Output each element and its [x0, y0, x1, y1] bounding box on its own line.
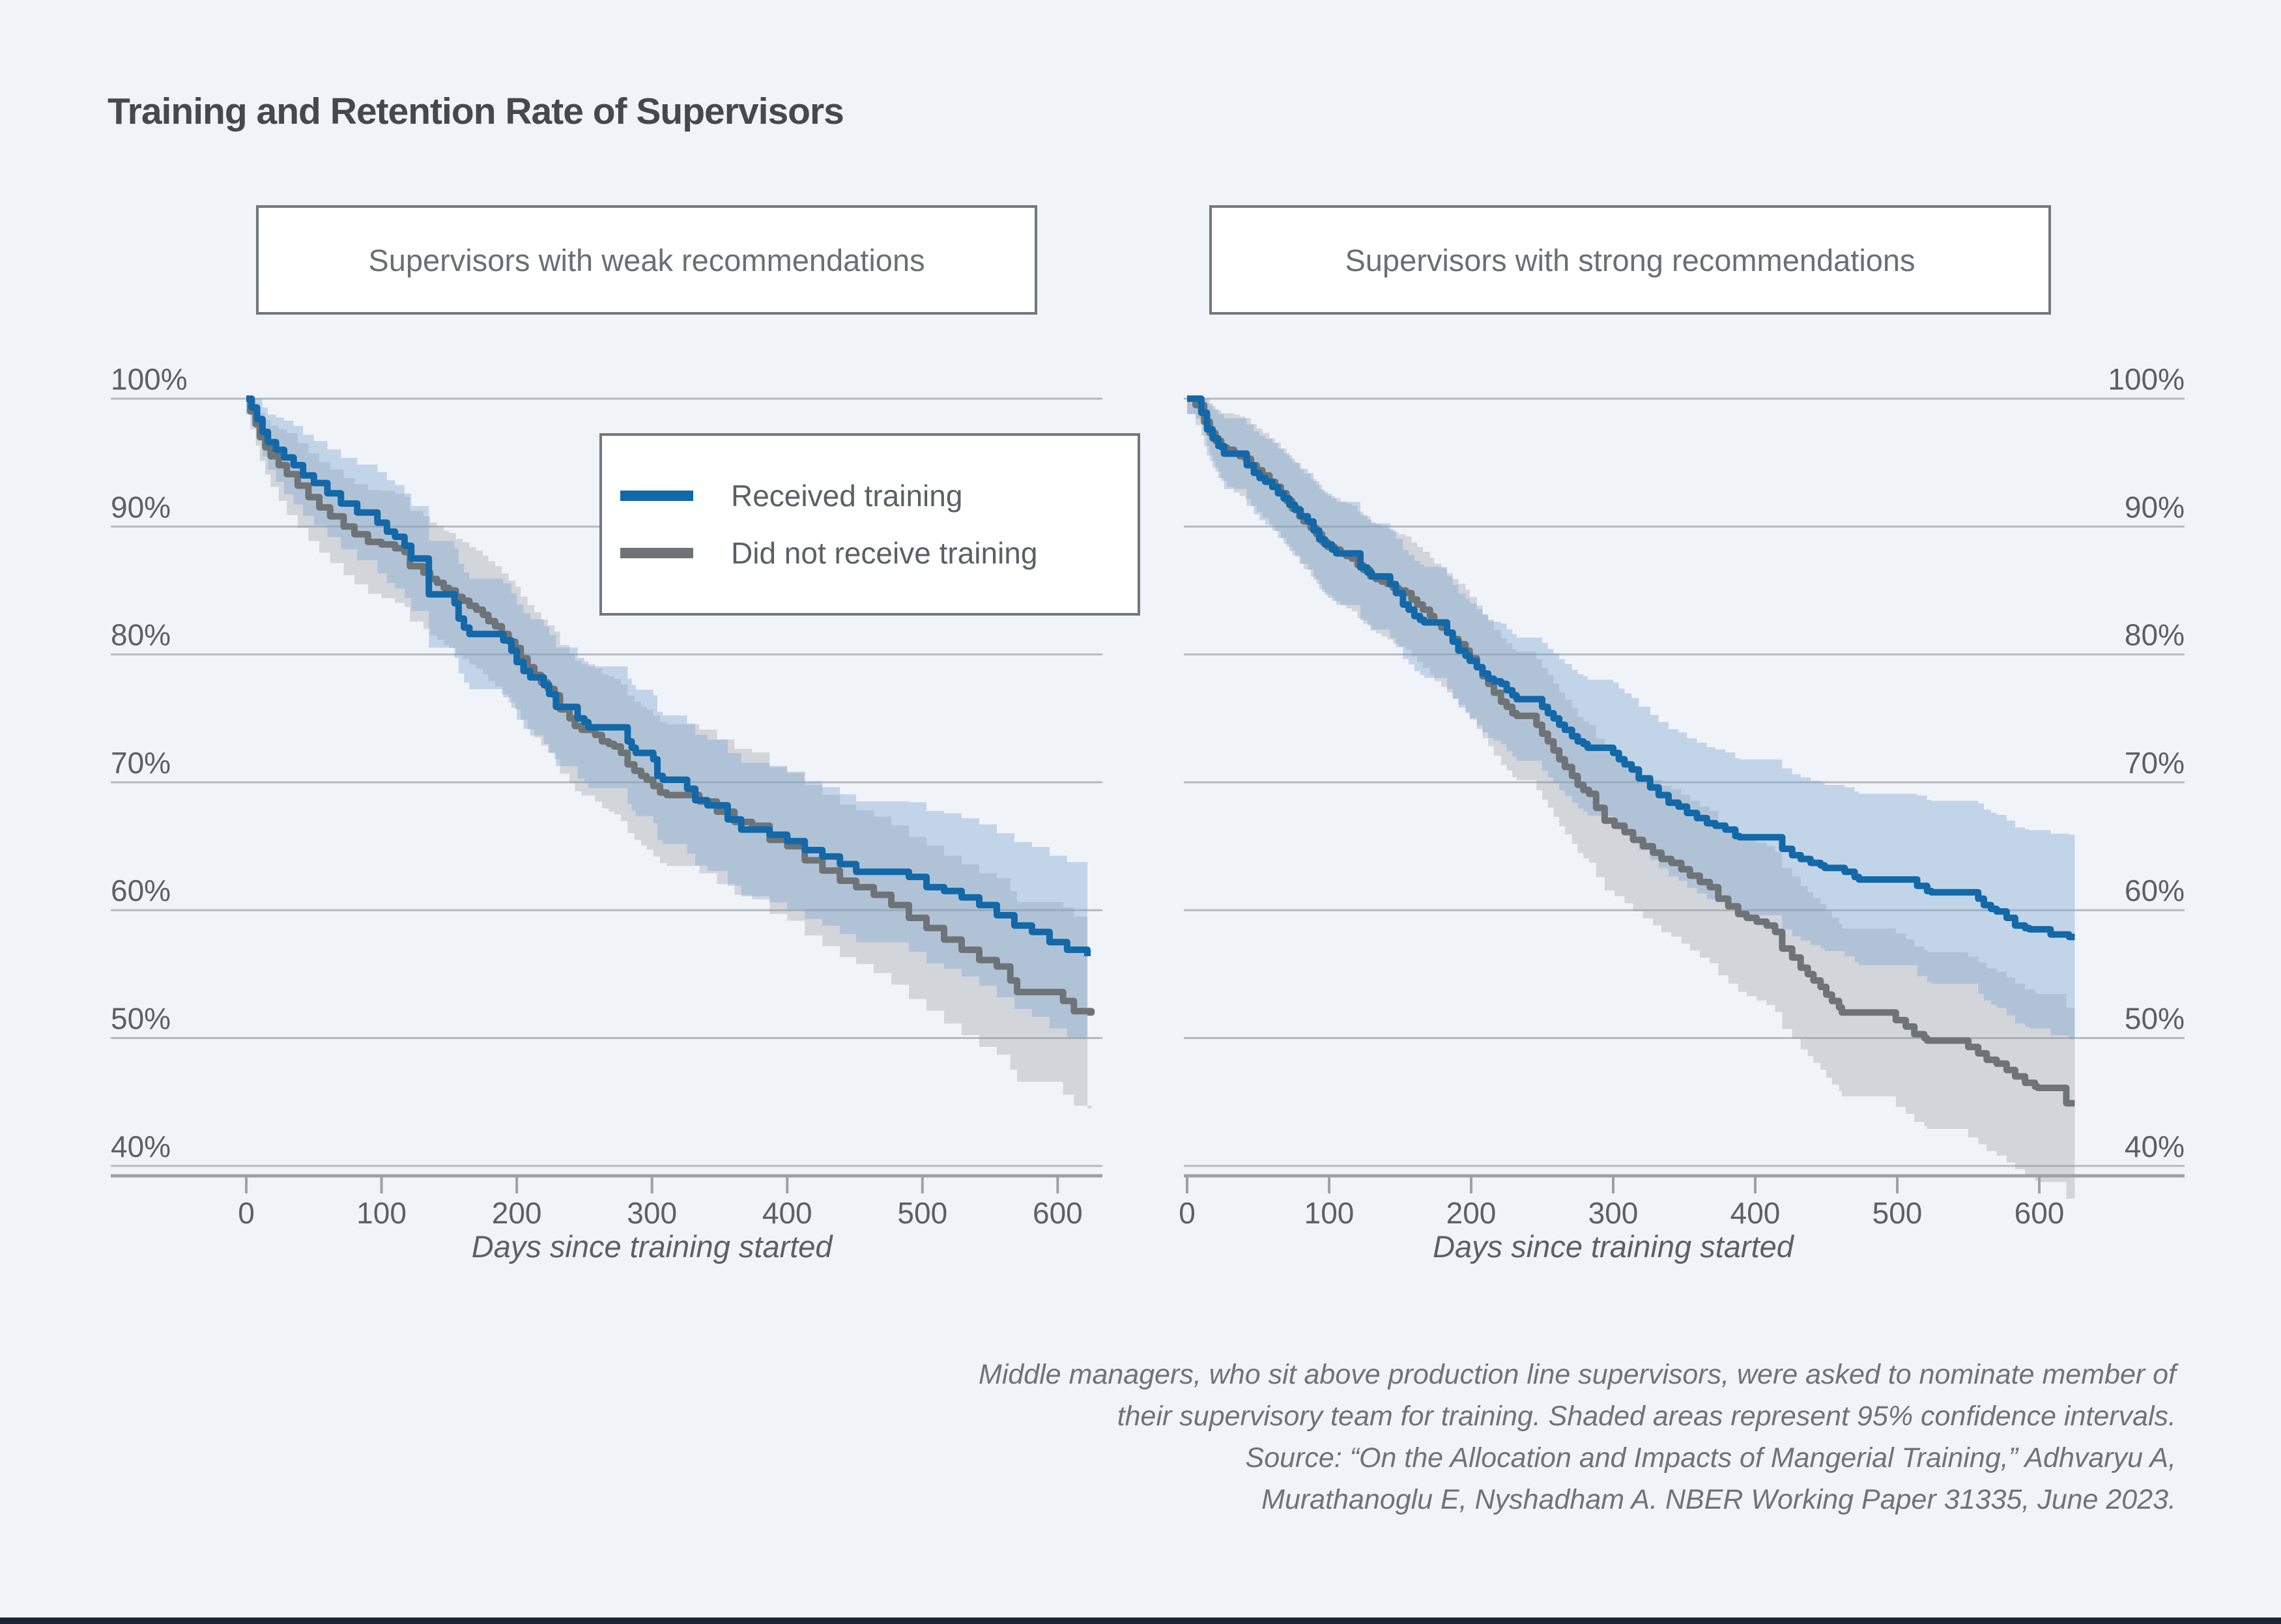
svg-text:Days since training started: Days since training started — [1433, 1229, 1795, 1264]
caption-line-1: Middle managers, who sit above productio… — [979, 1359, 2176, 1390]
caption-line-4: Murathanoglu E, Nyshadham A. NBER Workin… — [1261, 1484, 2176, 1515]
svg-text:600: 600 — [2015, 1196, 2065, 1230]
svg-text:50%: 50% — [2125, 1002, 2185, 1036]
figure-title: Training and Retention Rate of Superviso… — [108, 91, 844, 132]
svg-text:70%: 70% — [111, 746, 171, 780]
panel-title-strong-label: Supervisors with strong recommendations — [1345, 242, 1915, 278]
svg-text:0: 0 — [1179, 1196, 1196, 1230]
svg-text:60%: 60% — [2125, 874, 2185, 907]
svg-text:100: 100 — [1304, 1196, 1355, 1230]
svg-text:500: 500 — [1872, 1196, 1923, 1230]
svg-text:600: 600 — [1033, 1196, 1083, 1230]
chart-legend: Received training Did not receive traini… — [599, 433, 1140, 616]
panel-title-weak-recommendations: Supervisors with weak recommendations — [256, 205, 1037, 315]
svg-text:40%: 40% — [2125, 1130, 2185, 1163]
svg-text:70%: 70% — [2125, 746, 2185, 780]
svg-text:40%: 40% — [111, 1130, 171, 1163]
no-training-line-swatch — [620, 548, 693, 558]
svg-text:100%: 100% — [111, 362, 188, 396]
svg-text:0: 0 — [238, 1196, 255, 1230]
panel-title-strong-recommendations: Supervisors with strong recommendations — [1209, 205, 2051, 315]
svg-text:400: 400 — [1730, 1196, 1781, 1230]
figure-caption: Middle managers, who sit above productio… — [417, 1354, 2176, 1520]
svg-text:Days since training started: Days since training started — [472, 1229, 834, 1264]
panel-title-weak-label: Supervisors with weak recommendations — [368, 242, 925, 278]
svg-text:200: 200 — [1446, 1196, 1497, 1230]
received-training-line-swatch — [620, 491, 693, 501]
legend-label-no-training: Did not receive training — [731, 536, 1038, 570]
caption-line-3: Source: “On the Allocation and Impacts o… — [1245, 1442, 2176, 1474]
svg-text:90%: 90% — [111, 490, 171, 524]
bottom-accent-bar — [0, 1617, 2281, 1624]
svg-text:200: 200 — [492, 1196, 542, 1230]
svg-text:300: 300 — [627, 1196, 677, 1230]
svg-text:90%: 90% — [2125, 490, 2185, 524]
svg-text:400: 400 — [762, 1196, 812, 1230]
caption-line-2: their supervisory team for training. Sha… — [1117, 1401, 2176, 1432]
svg-text:80%: 80% — [2125, 618, 2185, 652]
svg-text:100: 100 — [356, 1196, 407, 1230]
svg-text:500: 500 — [897, 1196, 947, 1230]
legend-label-received-training: Received training — [731, 479, 963, 513]
svg-text:300: 300 — [1588, 1196, 1639, 1230]
legend-row-no-training: Did not receive training — [602, 535, 1138, 571]
svg-text:80%: 80% — [111, 618, 171, 652]
svg-text:60%: 60% — [111, 874, 171, 907]
legend-row-received-training: Received training — [602, 478, 1138, 513]
svg-text:100%: 100% — [2108, 362, 2185, 396]
svg-text:50%: 50% — [111, 1002, 171, 1036]
